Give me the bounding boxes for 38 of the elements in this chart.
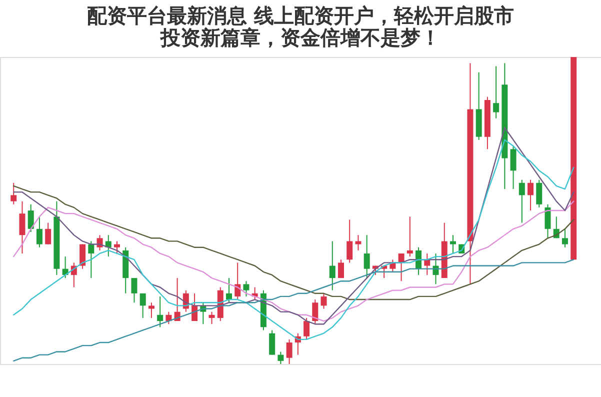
- candlestick: [518, 179, 525, 224]
- candlestick: [493, 66, 500, 119]
- candlestick: [312, 299, 318, 325]
- candlestick: [355, 234, 362, 251]
- candlestick: [243, 280, 250, 297]
- candlestick: [528, 179, 534, 211]
- candlestick: [338, 259, 344, 279]
- candlestick: [510, 146, 516, 190]
- candlestick: [320, 292, 327, 310]
- candlestick: [562, 228, 568, 248]
- candlestick: [286, 338, 292, 364]
- candlestick: [226, 278, 232, 304]
- candlestick: [406, 216, 413, 258]
- candlestick: [234, 262, 241, 300]
- candlestick: [131, 278, 138, 304]
- candlestick: [269, 330, 276, 356]
- candlestick: [536, 179, 542, 208]
- candlestick: [544, 204, 551, 239]
- candlestick: [114, 240, 120, 254]
- chart-title: 配资平台最新消息 线上配资开户，轻松开启股市投资新篇章，资金倍增不是梦！: [87, 4, 514, 50]
- candlestick: [278, 351, 284, 364]
- candlestick: [329, 240, 336, 291]
- candlestick: [45, 222, 52, 245]
- candlestick: [450, 234, 456, 254]
- candlestick: [424, 252, 430, 276]
- candlestick: [304, 317, 310, 340]
- candlestick: [140, 292, 146, 318]
- candlestick: [346, 219, 353, 264]
- candlestick: [208, 311, 215, 325]
- candlestick: [88, 240, 94, 279]
- candlestick: [28, 204, 34, 232]
- candlestick: [10, 182, 17, 205]
- candlestick: [364, 234, 370, 279]
- candlestick: [157, 296, 164, 328]
- candlestick: [148, 302, 154, 318]
- candlestick: [19, 200, 26, 254]
- candlestick: [36, 216, 42, 248]
- candlestick: [105, 234, 112, 258]
